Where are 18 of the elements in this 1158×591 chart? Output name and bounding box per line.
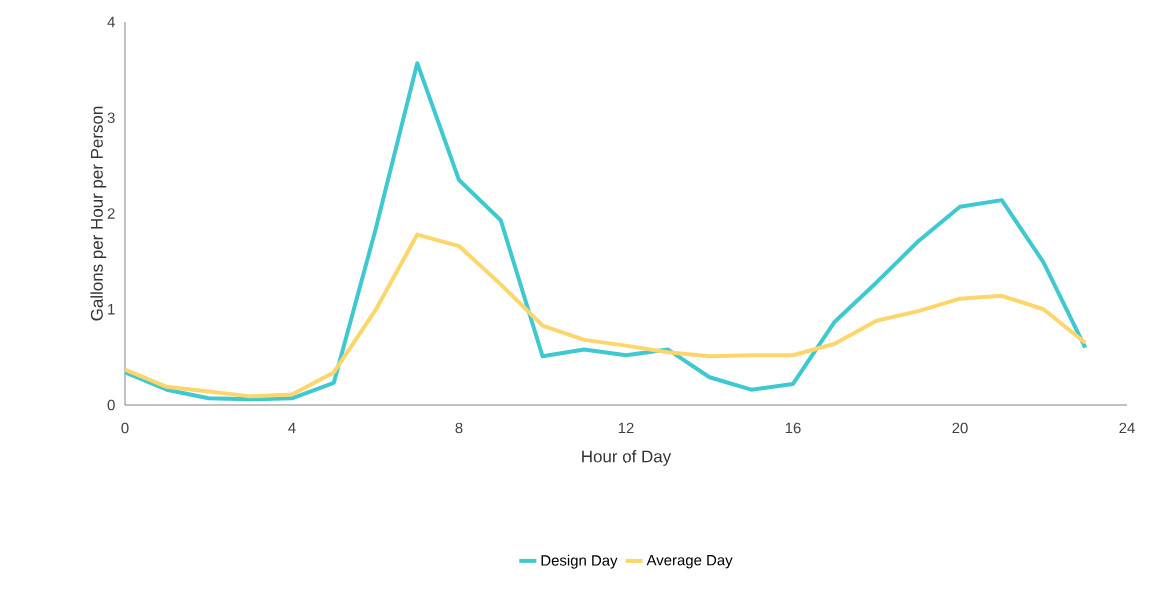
x-tick-label: 16 [785,422,801,434]
legend-label: Design Day [541,554,618,569]
x-tick-label: 24 [1119,422,1135,434]
y-tick-label: 4 [107,16,115,28]
y-tick-label: 0 [107,399,115,411]
x-tick-label: 20 [952,422,968,434]
x-axis-title: Hour of Day [582,450,672,466]
y-axis-title: Gallons per Hour per Person [90,106,107,321]
x-tick-label: 4 [288,422,296,433]
x-tick-label: 12 [618,422,634,434]
y-tick-label: 1 [108,304,115,315]
legend-label: Average Day [646,555,733,569]
x-tick-label: 0 [121,422,129,434]
line-series [125,61,1088,402]
y-tick-label: 2 [107,208,115,219]
y-tick-label: 3 [107,112,115,124]
line-series [125,232,1088,399]
x-tick-label: 8 [455,422,463,434]
